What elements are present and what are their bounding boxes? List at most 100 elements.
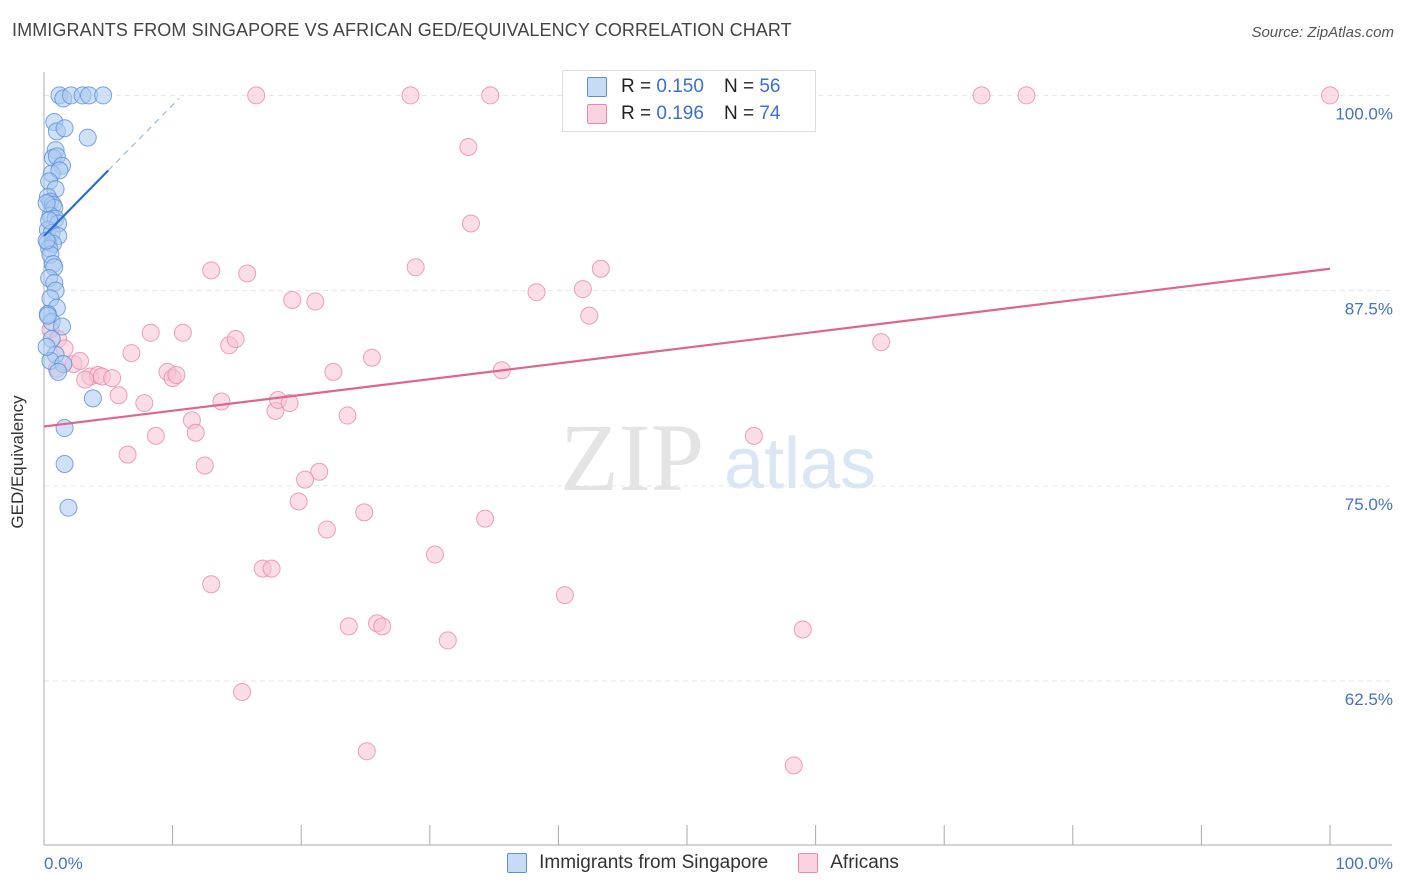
chart-title: IMMIGRANTS FROM SINGAPORE VS AFRICAN GED…: [12, 20, 792, 40]
africans-point[interactable]: [173, 323, 192, 342]
africans-point[interactable]: [362, 348, 381, 367]
singapore-point[interactable]: [37, 337, 56, 356]
africans-point[interactable]: [744, 426, 763, 445]
grid-lines: [44, 94, 1392, 682]
singapore-point[interactable]: [49, 362, 68, 381]
watermark-zip: ZIP: [560, 404, 704, 511]
africans-point[interactable]: [186, 423, 205, 442]
series-label-africans: Africans: [830, 852, 899, 873]
africans-point[interactable]: [109, 386, 128, 405]
legend-n-value: 74: [759, 103, 781, 124]
africans-point[interactable]: [793, 620, 812, 639]
africans-point[interactable]: [481, 86, 500, 105]
africans-point[interactable]: [461, 214, 480, 233]
africans-point[interactable]: [202, 575, 221, 594]
africans-point[interactable]: [357, 742, 376, 761]
africans-point[interactable]: [459, 137, 478, 156]
africans-point[interactable]: [373, 617, 392, 636]
legend-n-label: N =: [723, 76, 755, 97]
legend-row-africans: R = 0.196 N = 74: [587, 102, 780, 126]
legend-r-label: R =: [621, 103, 652, 124]
africans-point[interactable]: [310, 462, 329, 481]
singapore-point[interactable]: [94, 86, 113, 105]
singapore-point[interactable]: [55, 454, 74, 473]
legend-r-value: 0.150: [656, 76, 704, 97]
africans-point[interactable]: [76, 370, 95, 389]
x-tick-label: 100.0%: [1335, 854, 1393, 873]
africans-point[interactable]: [306, 292, 325, 311]
africans-point[interactable]: [233, 682, 252, 701]
africans-point[interactable]: [238, 264, 257, 283]
africans-point[interactable]: [406, 258, 425, 277]
legend-r-value: 0.196: [656, 103, 704, 124]
africans-point[interactable]: [146, 426, 165, 445]
africans-point[interactable]: [122, 344, 141, 363]
africans-point[interactable]: [476, 509, 495, 528]
singapore-point[interactable]: [59, 498, 78, 517]
africans-point[interactable]: [141, 323, 160, 342]
africans-point[interactable]: [202, 261, 221, 280]
africans-point[interactable]: [527, 283, 546, 302]
africans-point[interactable]: [1017, 86, 1036, 105]
correlation-legend: R = 0.150 N = 56 R = 0.196 N = 74: [562, 70, 816, 132]
y-tick-label: 100.0%: [1335, 104, 1393, 123]
africans-point[interactable]: [573, 280, 592, 299]
trend-lines: [43, 98, 1331, 428]
africans-point[interactable]: [401, 86, 420, 105]
singapore-point[interactable]: [83, 389, 102, 408]
africans-point[interactable]: [1321, 86, 1339, 105]
africans-point[interactable]: [283, 290, 302, 309]
singapore-point[interactable]: [40, 211, 59, 230]
africans-point[interactable]: [262, 559, 281, 578]
africans-point[interactable]: [872, 333, 891, 352]
legend-r-label: R =: [621, 76, 652, 97]
africans-point[interactable]: [784, 756, 803, 775]
singapore-point[interactable]: [50, 161, 69, 180]
africans-point[interactable]: [289, 492, 308, 511]
africans-point[interactable]: [555, 586, 574, 605]
series-swatch-singapore: [507, 853, 528, 873]
singapore-point[interactable]: [55, 419, 74, 438]
africans-point[interactable]: [226, 330, 245, 349]
watermark: ZIP atlas: [560, 404, 876, 511]
singapore-point[interactable]: [53, 317, 72, 336]
africans-point[interactable]: [317, 520, 336, 539]
africans-point[interactable]: [195, 456, 214, 475]
singapore-point[interactable]: [37, 194, 56, 213]
africans-point[interactable]: [296, 470, 315, 489]
singapore-trend-extension: [107, 98, 180, 171]
tick-labels: 62.5% 75.0% 87.5% 100.0% 0.0% 100.0%: [44, 104, 1393, 873]
africans-point[interactable]: [972, 86, 991, 105]
africans-point[interactable]: [167, 365, 186, 384]
africans-point[interactable]: [355, 503, 374, 522]
singapore-point[interactable]: [38, 306, 57, 325]
africans-point[interactable]: [71, 351, 90, 370]
legend-swatch-africans: [587, 104, 607, 124]
x-tick-label: 0.0%: [44, 854, 83, 873]
africans-point[interactable]: [118, 445, 137, 464]
africans-point[interactable]: [280, 394, 299, 413]
africans-point[interactable]: [135, 394, 154, 413]
africans-point[interactable]: [103, 369, 122, 388]
singapore-point[interactable]: [78, 128, 97, 147]
africans-point[interactable]: [425, 545, 444, 564]
legend-swatch-singapore: [587, 77, 607, 97]
legend-row-singapore: R = 0.150 N = 56: [587, 75, 780, 99]
africans-point[interactable]: [339, 617, 358, 636]
africans-point[interactable]: [212, 392, 231, 411]
y-tick-label: 62.5%: [1345, 690, 1393, 709]
singapore-point[interactable]: [55, 119, 74, 138]
series-legend-africans[interactable]: Africans: [798, 852, 899, 874]
singapore-trend-line: [43, 169, 110, 237]
data-points: [37, 86, 1339, 775]
africans-point[interactable]: [580, 306, 599, 325]
africans-point[interactable]: [591, 259, 610, 278]
africans-point[interactable]: [438, 631, 457, 650]
africans-point[interactable]: [338, 406, 357, 425]
africans-point[interactable]: [324, 362, 343, 381]
y-tick-label: 75.0%: [1345, 495, 1393, 514]
series-legend-singapore[interactable]: Immigrants from Singapore: [507, 852, 768, 874]
africans-point[interactable]: [247, 86, 266, 105]
source-label: Source: ZipAtlas.com: [1251, 24, 1394, 41]
